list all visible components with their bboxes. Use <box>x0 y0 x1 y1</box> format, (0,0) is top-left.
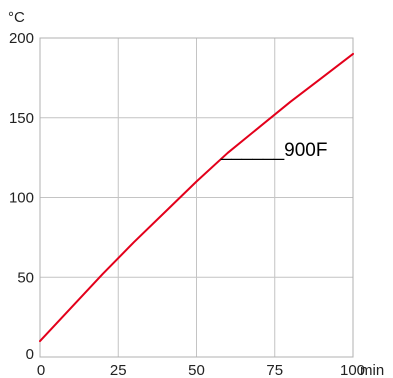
series-line <box>39 52 354 343</box>
y-tick-label: 200 <box>9 30 34 47</box>
x-tick-label: 50 <box>188 362 205 378</box>
tick-labels: 0 25 50 75 100 0 50 100 150 200 <box>9 30 365 378</box>
y-tick-label: 50 <box>17 269 34 286</box>
y-tick-label: 0 <box>26 346 34 363</box>
x-tick-label: 25 <box>110 362 127 378</box>
grid-lines <box>39 37 354 358</box>
y-tick-label: 150 <box>9 110 34 127</box>
x-tick-label: 75 <box>266 362 283 378</box>
x-axis-unit-label: min <box>360 362 384 378</box>
x-tick-label: 0 <box>37 362 45 378</box>
y-axis-unit-label: °C <box>8 9 25 26</box>
plot-frame <box>39 37 354 358</box>
series-annotation-label: ______900F <box>220 140 328 161</box>
series-lines <box>39 52 354 343</box>
y-tick-label: 100 <box>9 190 34 207</box>
x-tick-label: 100 <box>340 362 365 378</box>
